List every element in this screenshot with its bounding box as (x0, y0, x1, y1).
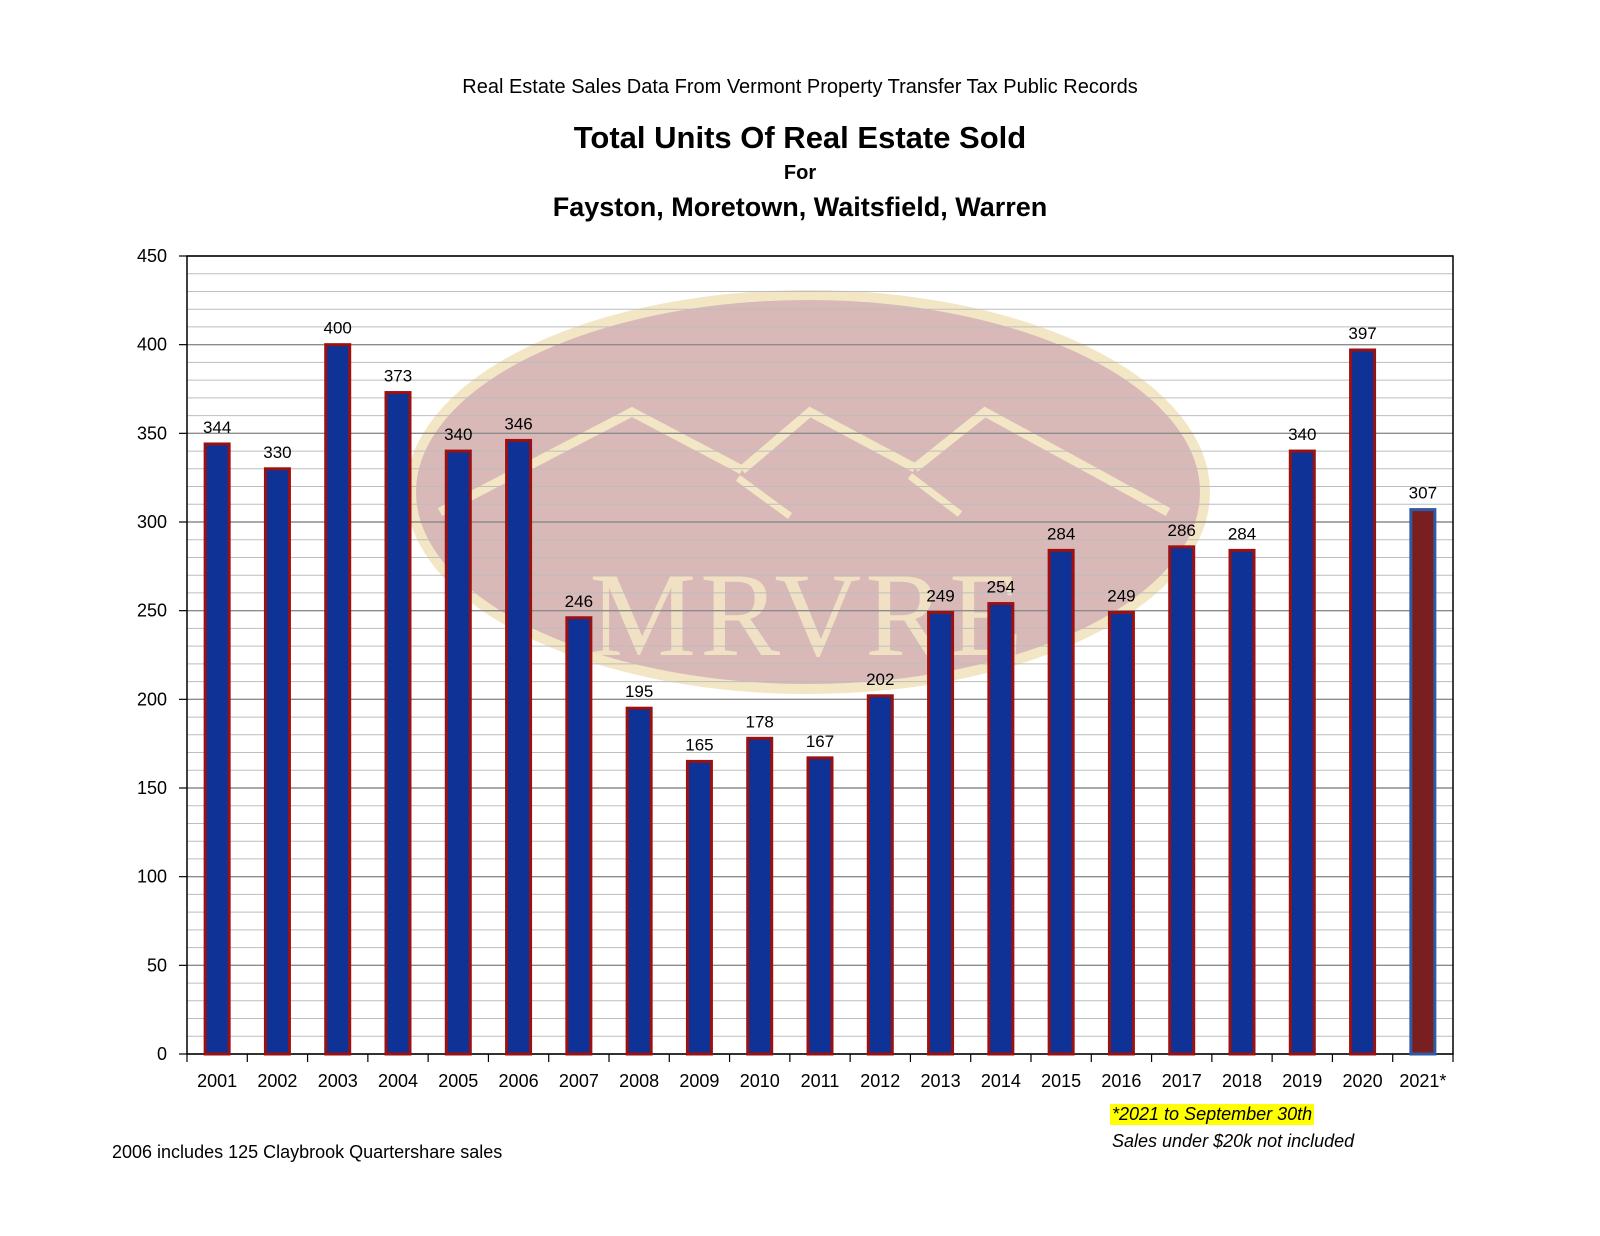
data-label: 246 (565, 592, 593, 611)
bar-series: 344 330 400 373 340 346 246 195 165 178 167 202 249 2… (203, 319, 1437, 1056)
data-label: 330 (263, 443, 291, 462)
data-label: 307 (1409, 484, 1437, 503)
chart-title: Total Units Of Real Estate Sold (573, 120, 1027, 155)
bar-2021 (1409, 508, 1437, 1056)
watermark-mountain (907, 473, 963, 517)
x-tick-label: 2004 (378, 1071, 418, 1091)
y-tick-label: 250 (137, 601, 167, 621)
x-tick-label: 2016 (1101, 1071, 1141, 1091)
x-tick-label: 2015 (1041, 1071, 1081, 1091)
x-tick-label: 2021* (1399, 1071, 1446, 1091)
chart-title-for: For (783, 162, 817, 184)
x-tick-label: 2020 (1343, 1071, 1383, 1091)
data-label: 397 (1348, 324, 1376, 343)
data-label: 254 (987, 578, 1015, 597)
data-label: 165 (685, 735, 713, 754)
x-tick-label: 2002 (257, 1071, 297, 1091)
x-tick-label: 2011 (801, 1071, 840, 1091)
x-axis-ticks: 2001 2002 2003 2004 2005 2006 2007 2008 2009 2010… (186, 1054, 1454, 1091)
data-label: 202 (866, 670, 894, 689)
x-tick-label: 2006 (499, 1071, 539, 1091)
y-tick-label: 50 (147, 955, 167, 975)
bar-2015 (1047, 548, 1075, 1056)
watermark-mountain (912, 406, 1171, 516)
y-tick-label: 0 (157, 1044, 167, 1064)
x-tick-label: 2005 (438, 1071, 478, 1091)
data-label: 284 (1047, 524, 1075, 543)
x-tick-label: 2017 (1162, 1071, 1202, 1091)
bar-2008 (625, 706, 653, 1056)
bar-2001 (203, 442, 231, 1056)
bar-2004 (384, 391, 412, 1056)
bar-2014 (987, 602, 1015, 1056)
y-tick-label: 350 (137, 423, 167, 443)
y-tick-label: 150 (137, 778, 167, 798)
bar-2005 (444, 449, 472, 1056)
data-label: 346 (504, 414, 532, 433)
note-partial-year: *2021 to September 30th (1110, 1104, 1315, 1125)
bar-2020 (1349, 348, 1377, 1056)
x-tick-label: 2014 (981, 1071, 1021, 1091)
x-tick-label: 2018 (1222, 1071, 1262, 1091)
bar-2016 (1107, 610, 1135, 1056)
bar-2012 (866, 694, 894, 1056)
watermark-mountain (735, 475, 793, 519)
data-label: 284 (1228, 524, 1256, 543)
x-tick-label: 2019 (1282, 1071, 1322, 1091)
bar-2017 (1168, 545, 1196, 1056)
note-claybrook: 2006 includes 125 Claybrook Quartershare… (112, 1142, 503, 1162)
data-label: 249 (1107, 586, 1135, 605)
x-tick-label: 2013 (921, 1071, 961, 1091)
x-tick-label: 2007 (559, 1071, 599, 1091)
note-exclusion: Sales under $20k not included (1112, 1131, 1355, 1151)
chart-supertitle: Real Estate Sales Data From Vermont Prop… (462, 76, 1138, 98)
x-tick-label: 2001 (197, 1071, 237, 1091)
x-tick-label: 2003 (318, 1071, 358, 1091)
data-label: 340 (1288, 425, 1316, 444)
data-label: 340 (444, 425, 472, 444)
x-tick-label: 2009 (679, 1071, 719, 1091)
x-tick-label: 2008 (619, 1071, 659, 1091)
data-label: 344 (203, 418, 231, 437)
data-label: 249 (926, 586, 954, 605)
bar-2010 (746, 736, 774, 1056)
data-label: 178 (746, 712, 774, 731)
bar-2003 (324, 343, 352, 1056)
y-tick-label: 100 (137, 867, 167, 887)
data-label: 400 (324, 319, 352, 338)
data-label: 167 (806, 732, 834, 751)
bar-2007 (565, 616, 593, 1056)
x-tick-label: 2012 (860, 1071, 900, 1091)
bar-2013 (927, 610, 955, 1056)
y-tick-label: 300 (137, 512, 167, 532)
data-label: 373 (384, 367, 412, 386)
y-tick-label: 400 (137, 335, 167, 355)
data-label: 195 (625, 682, 653, 701)
data-label: 286 (1168, 521, 1196, 540)
bar-2006 (505, 438, 533, 1056)
y-tick-label: 200 (137, 689, 167, 709)
y-tick-label: 450 (137, 246, 167, 266)
x-tick-label: 2010 (740, 1071, 780, 1091)
watermark-text: MRVRE (589, 548, 1026, 681)
y-axis-ticks: 0 50 100 150 200 250 300 350 400 450 (137, 246, 187, 1064)
bar-2002 (263, 467, 291, 1056)
bar-2019 (1288, 449, 1316, 1056)
bar-2011 (806, 756, 834, 1056)
bar-2018 (1228, 548, 1256, 1056)
chart-subtitle-towns: Fayston, Moretown, Waitsfield, Warren (552, 192, 1048, 222)
bar-2009 (685, 759, 713, 1056)
